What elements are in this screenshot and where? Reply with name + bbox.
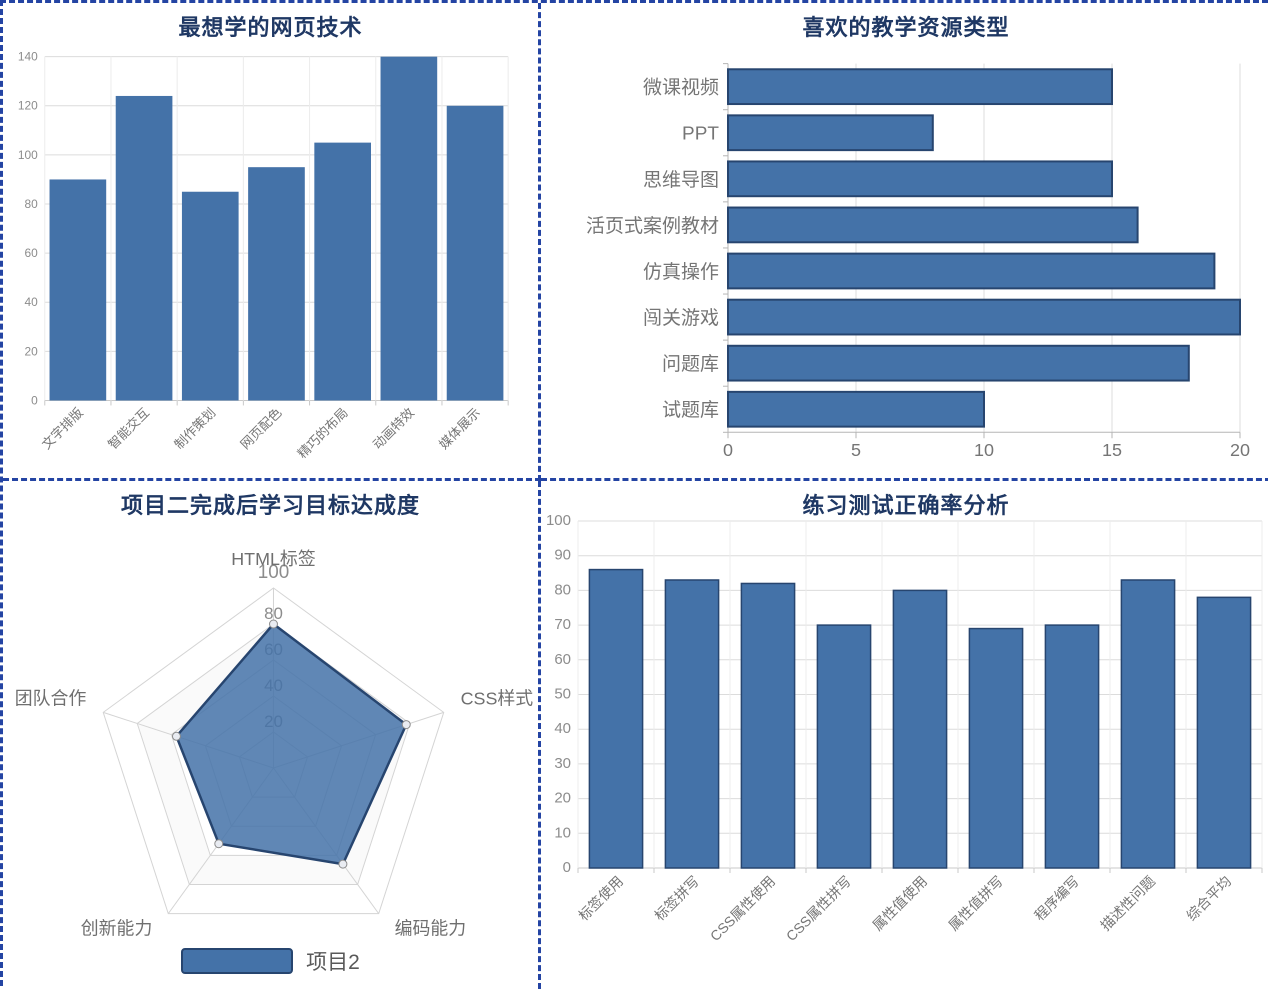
radar-chart-achievement: 20406080100HTML标签CSS样式编码能力创新能力团队合作 <box>15 549 534 939</box>
svg-text:100: 100 <box>546 512 571 529</box>
svg-text:60: 60 <box>554 651 571 668</box>
svg-text:描述性问题: 描述性问题 <box>1097 873 1158 934</box>
svg-text:属性值使用: 属性值使用 <box>869 873 930 934</box>
svg-text:5: 5 <box>851 440 861 460</box>
chart-title-web-tech: 最想学的网页技术 <box>178 15 363 40</box>
chart-title-radar: 项目二完成后学习目标达成度 <box>120 493 420 518</box>
svg-text:20: 20 <box>554 790 571 807</box>
svg-text:10: 10 <box>554 824 571 841</box>
chart-title-test-accuracy: 练习测试正确率分析 <box>802 493 1010 518</box>
svg-text:网页配色: 网页配色 <box>237 405 284 452</box>
svg-text:15: 15 <box>1102 440 1122 460</box>
svg-text:CSS属性拼写: CSS属性拼写 <box>783 873 854 944</box>
svg-text:120: 120 <box>18 99 38 113</box>
svg-text:20: 20 <box>1230 440 1250 460</box>
svg-text:闯关游戏: 闯关游戏 <box>643 307 719 329</box>
svg-text:试题库: 试题库 <box>662 399 719 421</box>
svg-text:文字排版: 文字排版 <box>39 405 86 452</box>
svg-text:思维导图: 思维导图 <box>643 169 719 191</box>
chart-title-teaching-resources: 喜欢的教学资源类型 <box>802 15 1010 40</box>
svg-text:0: 0 <box>31 393 38 407</box>
svg-text:0: 0 <box>723 440 733 460</box>
svg-text:50: 50 <box>554 686 571 703</box>
svg-text:制作策划: 制作策划 <box>171 405 218 452</box>
svg-text:智能交互: 智能交互 <box>105 405 152 452</box>
svg-text:媒体展示: 媒体展示 <box>436 405 483 452</box>
svg-text:活页式案例教材: 活页式案例教材 <box>586 215 719 237</box>
chart-panel-test-accuracy: 练习测试正确率分析 0 10 20 30 40 50 60 70 80 90 100 标签使用 标签拼写… <box>541 481 1268 989</box>
svg-text:标签使用: 标签使用 <box>575 873 626 924</box>
chart-panel-teaching-resources: 喜欢的教学资源类型 0 5 10 15 20 微课视频 PPT 思维导图活页式案例教材仿真操作… <box>541 3 1268 481</box>
svg-text:PPT: PPT <box>682 124 719 145</box>
svg-text:问题库: 问题库 <box>662 353 719 375</box>
radar-legend[interactable]: 项目2 <box>3 946 538 976</box>
svg-text:属性值拼写: 属性值拼写 <box>945 873 1006 934</box>
legend-swatch-project2[interactable] <box>181 948 294 974</box>
svg-text:团队合作: 团队合作 <box>15 688 87 708</box>
svg-text:70: 70 <box>554 616 571 633</box>
svg-text:标签拼写: 标签拼写 <box>651 873 702 924</box>
chart-panel-most-wanted-web-tech: 最想学的网页技术 0 20 40 60 80 100 120 140 文字排版 智能交互 制作策划网… <box>3 3 541 481</box>
svg-text:90: 90 <box>554 547 571 564</box>
svg-text:10: 10 <box>974 440 994 460</box>
svg-text:80: 80 <box>554 581 571 598</box>
svg-text:CSS样式: CSS样式 <box>461 688 534 708</box>
svg-text:综合平均: 综合平均 <box>1183 873 1234 924</box>
svg-text:30: 30 <box>554 755 571 772</box>
svg-text:动画特效: 动画特效 <box>370 405 417 452</box>
svg-text:100: 100 <box>258 562 290 583</box>
svg-text:HTML标签: HTML标签 <box>231 549 316 569</box>
svg-text:80: 80 <box>25 197 39 211</box>
svg-text:微课视频: 微课视频 <box>643 77 719 99</box>
svg-text:仿真操作: 仿真操作 <box>643 261 719 283</box>
svg-text:20: 20 <box>25 344 39 358</box>
svg-text:80: 80 <box>264 604 283 623</box>
svg-text:程序编写: 程序编写 <box>1031 873 1082 924</box>
svg-text:CSS属性使用: CSS属性使用 <box>707 873 778 944</box>
svg-text:编码能力: 编码能力 <box>395 919 467 939</box>
svg-text:140: 140 <box>18 50 38 64</box>
svg-text:60: 60 <box>25 246 39 260</box>
bar-chart-web-tech: 0 20 40 60 80 100 120 140 文字排版 智能交互 制作策划 网页配色 精巧的布局动… <box>18 50 509 461</box>
svg-text:40: 40 <box>25 295 39 309</box>
svg-text:100: 100 <box>18 148 38 162</box>
svg-text:0: 0 <box>563 859 571 876</box>
svg-text:创新能力: 创新能力 <box>81 919 153 939</box>
chart-panel-radar-achievement: 项目二完成后学习目标达成度 20406080100HTML标签CSS样式编码能力… <box>3 481 541 989</box>
bar-chart-test-accuracy: 0 10 20 30 40 50 60 70 80 90 100 标签使用 标签拼写 CSS属性使用 CSS… <box>546 512 1263 944</box>
legend-label-project2[interactable]: 项目2 <box>306 951 360 974</box>
svg-text:精巧的布局: 精巧的布局 <box>294 405 350 461</box>
svg-text:40: 40 <box>554 720 571 737</box>
